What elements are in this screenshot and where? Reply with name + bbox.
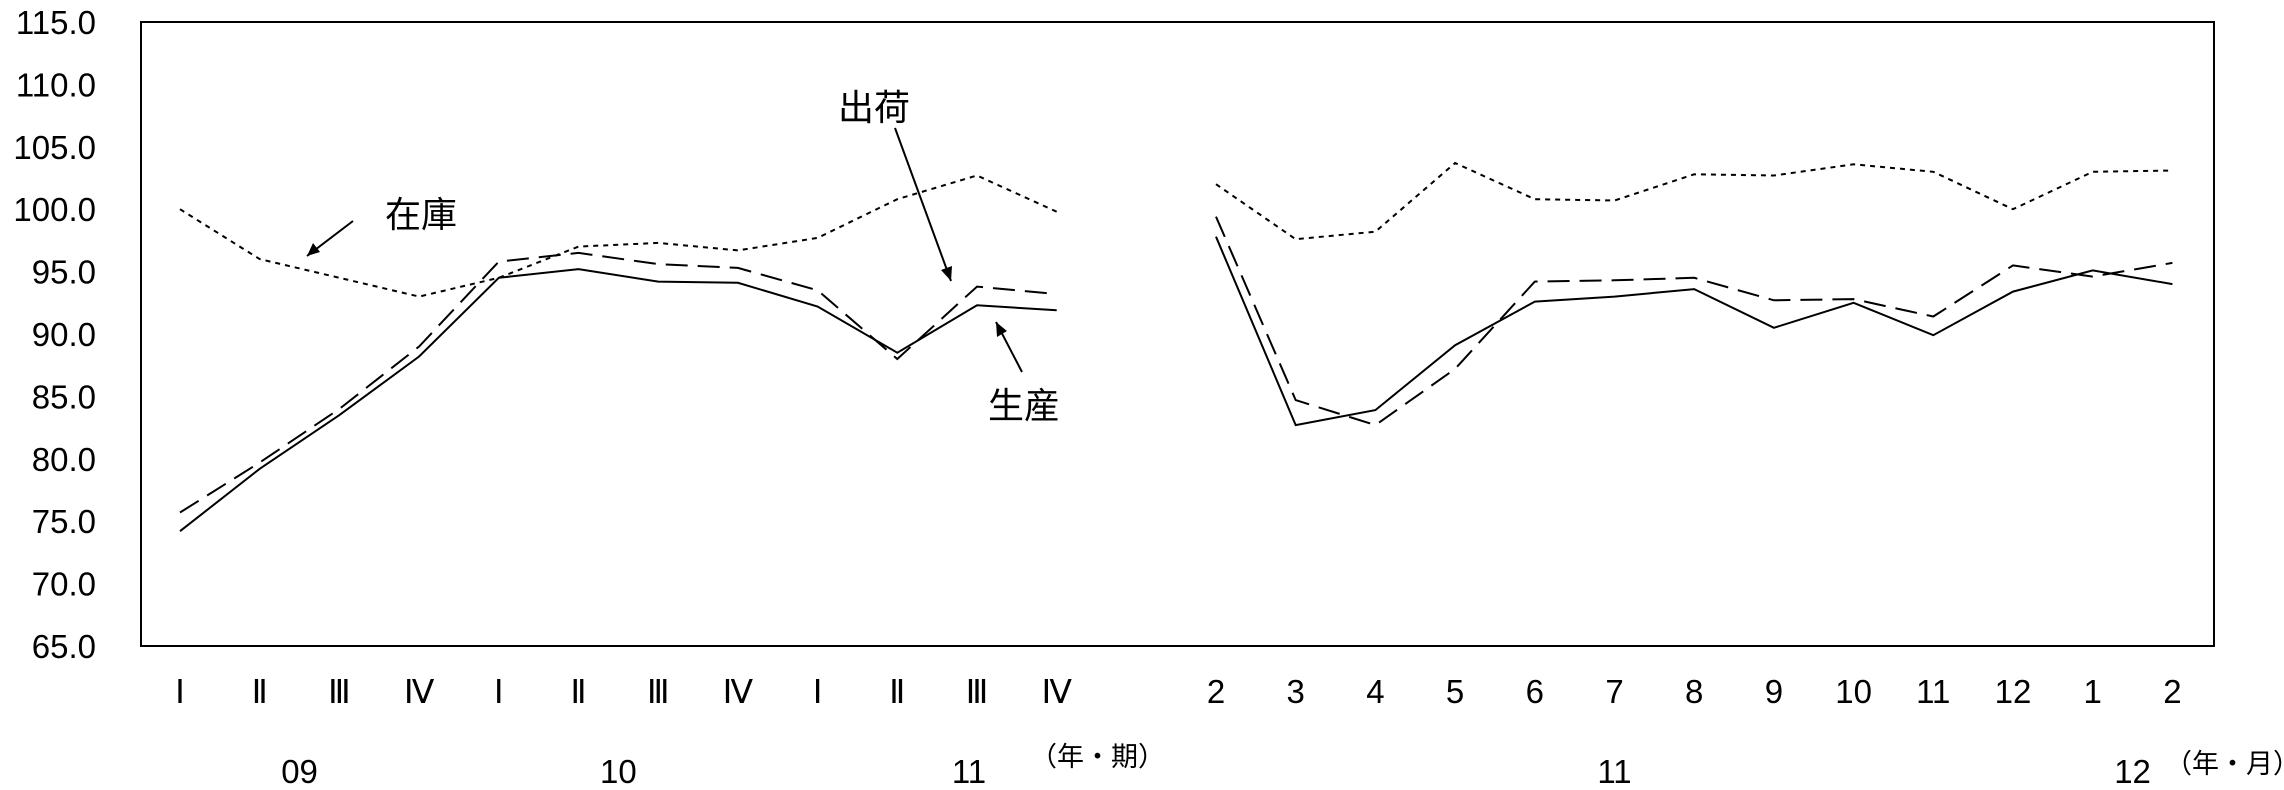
monthly-inventory-line bbox=[1215, 161, 2173, 241]
monthly-x-label: 10 bbox=[1835, 673, 1872, 710]
annotation-inventory-label: 在庫 bbox=[385, 195, 457, 236]
monthly-x-label: 6 bbox=[1526, 673, 1544, 710]
monthly-shipments-line bbox=[1215, 216, 2173, 427]
monthly-year-label: 12 bbox=[2114, 753, 2151, 790]
quarterly-x-label: Ⅰ bbox=[813, 675, 823, 711]
monthly-x-label: 8 bbox=[1685, 673, 1703, 710]
y-tick-label: 85.0 bbox=[32, 378, 96, 415]
y-tick-label: 70.0 bbox=[32, 566, 96, 603]
monthly-x-label: 2 bbox=[2163, 673, 2181, 710]
annotation-shipments-arrowhead bbox=[941, 266, 952, 281]
quarterly-x-label: Ⅳ bbox=[404, 675, 435, 711]
monthly-x-label: 5 bbox=[1446, 673, 1464, 710]
monthly-x-label: 2 bbox=[1207, 673, 1225, 710]
y-tick-label: 100.0 bbox=[13, 191, 96, 228]
quarterly-year-label: 09 bbox=[281, 753, 318, 790]
annotation-shipments-label: 出荷 bbox=[838, 88, 910, 129]
y-tick-label: 115.0 bbox=[16, 4, 96, 41]
quarterly-production-line bbox=[179, 268, 1057, 532]
quarterly-series bbox=[179, 174, 1058, 532]
quarterly-x-label: Ⅰ bbox=[175, 675, 185, 711]
year-labels: 09 10 11 11 12 bbox=[281, 753, 2151, 790]
y-tick-label: 90.0 bbox=[32, 316, 96, 353]
quarterly-inventory-line bbox=[179, 174, 1058, 298]
annotation-production: 生産 bbox=[988, 321, 1060, 427]
quarterly-year-label: 10 bbox=[600, 753, 637, 790]
y-tick-label: 65.0 bbox=[32, 628, 96, 665]
monthly-x-label: 3 bbox=[1287, 673, 1305, 710]
quarterly-shipments-line bbox=[179, 251, 1057, 514]
y-tick-label: 110.0 bbox=[16, 66, 96, 103]
monthly-production-line bbox=[1215, 236, 2173, 427]
y-tick-label: 95.0 bbox=[32, 254, 96, 291]
y-tick-label: 80.0 bbox=[32, 441, 96, 478]
quarterly-x-label: Ⅲ bbox=[966, 675, 989, 711]
quarterly-x-label: Ⅱ bbox=[889, 675, 905, 711]
monthly-x-label: 4 bbox=[1366, 673, 1384, 710]
quarterly-x-label: Ⅲ bbox=[647, 675, 670, 711]
annotation-inventory-arrowhead bbox=[307, 243, 320, 256]
annotation-production-label: 生産 bbox=[988, 386, 1060, 427]
monthly-series bbox=[1215, 161, 2173, 427]
annotation-shipments: 出荷 bbox=[838, 88, 952, 282]
quarterly-x-label: Ⅱ bbox=[570, 675, 586, 711]
quarterly-x-label: Ⅳ bbox=[723, 675, 754, 711]
monthly-x-label: 1 bbox=[2084, 673, 2102, 710]
monthly-x-label: 7 bbox=[1605, 673, 1623, 710]
y-tick-label: 105.0 bbox=[13, 129, 96, 166]
monthly-year-label: 11 bbox=[1597, 753, 1631, 790]
annotation-production-arrowhead bbox=[996, 322, 1007, 337]
x-unit-quarterly: （年・期） bbox=[1030, 742, 1165, 773]
annotation-shipments-arrow bbox=[894, 127, 952, 282]
x-unit-monthly: （年・月） bbox=[2165, 749, 2284, 780]
y-tick-label: 75.0 bbox=[32, 503, 96, 540]
monthly-x-label: 9 bbox=[1765, 673, 1783, 710]
quarterly-x-label: Ⅳ bbox=[1041, 675, 1072, 711]
y-axis-ticks: 115.0 110.0 105.0 100.0 95.0 90.0 85.0 80.0 75.0… bbox=[13, 4, 96, 665]
plot-frame bbox=[140, 21, 2215, 647]
quarterly-year-label: 11 bbox=[952, 753, 986, 790]
quarterly-x-label: Ⅲ bbox=[328, 675, 351, 711]
monthly-x-label: 11 bbox=[1916, 673, 1950, 710]
quarterly-x-label: Ⅰ bbox=[494, 675, 504, 711]
annotation-inventory: 在庫 bbox=[306, 195, 457, 257]
quarterly-x-label: Ⅱ bbox=[252, 675, 268, 711]
monthly-x-label: 12 bbox=[1995, 673, 2032, 710]
x-axis-labels: Ⅰ Ⅱ Ⅲ Ⅳ Ⅰ Ⅱ Ⅲ Ⅳ Ⅰ Ⅱ Ⅲ Ⅳ 2 3 4 5 6 7 8 9 10 11 12 1 2 bbox=[175, 673, 2181, 711]
